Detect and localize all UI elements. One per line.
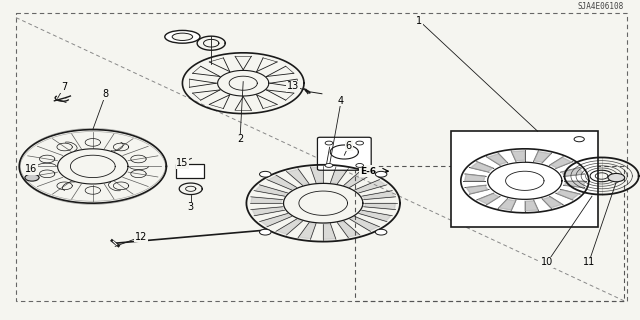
FancyBboxPatch shape (451, 131, 598, 227)
Text: 4: 4 (338, 96, 344, 106)
Polygon shape (356, 180, 386, 193)
Polygon shape (268, 175, 296, 190)
Text: 11: 11 (582, 257, 595, 268)
Text: 12: 12 (134, 232, 147, 242)
Text: 13: 13 (287, 81, 300, 92)
Polygon shape (466, 185, 488, 194)
Polygon shape (251, 197, 282, 203)
FancyBboxPatch shape (176, 164, 204, 178)
Text: 7: 7 (61, 82, 67, 92)
Polygon shape (562, 168, 584, 176)
Polygon shape (260, 214, 291, 227)
Polygon shape (557, 190, 579, 200)
Polygon shape (276, 220, 302, 235)
Polygon shape (511, 151, 525, 161)
Circle shape (259, 171, 271, 177)
FancyBboxPatch shape (317, 137, 371, 170)
Text: SJA4E06108: SJA4E06108 (578, 2, 624, 11)
Polygon shape (255, 185, 287, 196)
Circle shape (574, 137, 584, 142)
Polygon shape (478, 194, 499, 204)
Polygon shape (287, 169, 308, 185)
Polygon shape (564, 181, 585, 188)
Text: 2: 2 (237, 134, 243, 144)
Text: 16: 16 (24, 164, 37, 174)
Ellipse shape (172, 33, 193, 41)
Text: 3: 3 (188, 202, 194, 212)
Polygon shape (534, 151, 551, 162)
Polygon shape (499, 199, 516, 210)
Polygon shape (550, 157, 572, 168)
Polygon shape (470, 162, 493, 172)
Polygon shape (465, 174, 485, 181)
Polygon shape (330, 168, 348, 183)
Circle shape (356, 141, 364, 145)
Circle shape (356, 164, 364, 167)
Circle shape (325, 141, 333, 145)
Circle shape (259, 229, 271, 235)
Text: 1: 1 (416, 16, 422, 26)
Polygon shape (525, 201, 538, 211)
Text: 15: 15 (176, 158, 189, 168)
Circle shape (608, 173, 625, 182)
Polygon shape (338, 221, 360, 237)
Polygon shape (310, 167, 323, 182)
Polygon shape (344, 172, 370, 187)
Circle shape (177, 162, 183, 165)
Text: 8: 8 (102, 89, 109, 100)
Text: 6: 6 (346, 140, 352, 151)
Polygon shape (360, 211, 391, 221)
Text: E-6: E-6 (360, 167, 376, 176)
Polygon shape (350, 217, 379, 231)
Bar (355, 166, 624, 301)
Circle shape (325, 164, 333, 167)
Circle shape (376, 229, 387, 235)
Ellipse shape (165, 30, 200, 43)
Polygon shape (543, 197, 563, 208)
Text: 10: 10 (541, 257, 554, 268)
Polygon shape (298, 223, 316, 239)
Polygon shape (487, 154, 507, 165)
Polygon shape (365, 203, 396, 210)
Polygon shape (363, 191, 394, 200)
Polygon shape (323, 224, 336, 239)
Circle shape (25, 174, 39, 181)
Polygon shape (252, 207, 284, 216)
Circle shape (376, 171, 387, 177)
